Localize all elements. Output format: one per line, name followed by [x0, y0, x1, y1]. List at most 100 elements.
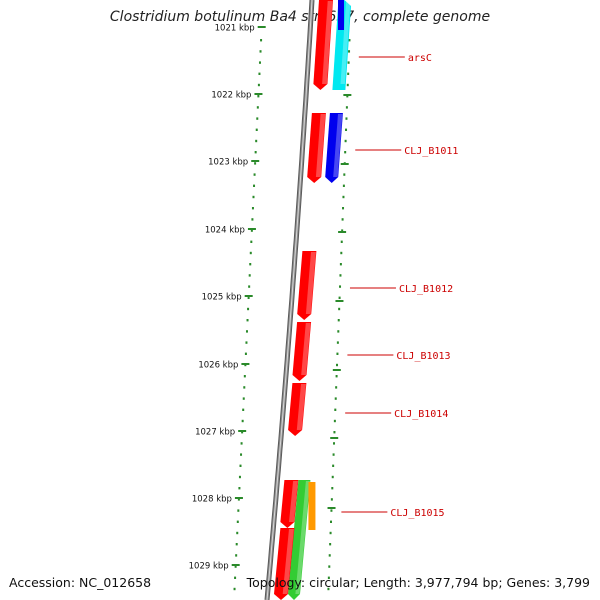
ruler-minor-tick	[244, 352, 247, 355]
gene-CLJ_B1015-red	[280, 480, 299, 528]
outer-minor-tick	[338, 307, 341, 311]
outer-minor-tick	[327, 587, 330, 591]
genome-stats-text: Topology: circular; Length: 3,977,794 bp…	[246, 575, 590, 590]
ruler-minor-tick	[253, 173, 256, 176]
ruler-minor-tick	[249, 251, 252, 255]
gene-CLJ_B1011-blue-shade	[333, 114, 343, 177]
outer-minor-tick	[342, 207, 345, 210]
ruler-minor-tick	[250, 240, 253, 243]
outer-minor-tick	[333, 419, 336, 423]
accession-text: Accession: NC_012658	[9, 575, 152, 590]
outer-minor-tick	[334, 397, 337, 400]
outer-minor-tick	[331, 487, 334, 490]
outer-minor-tick	[341, 218, 344, 221]
ruler-major-tick	[241, 363, 250, 365]
ruler-label: 1022 kbp	[211, 91, 251, 101]
ruler-minor-tick	[258, 61, 261, 64]
gene-cyan-feature-shade	[340, 1, 351, 84]
ruler-major-tick	[234, 497, 243, 499]
outer-minor-tick	[346, 95, 349, 98]
gene-CLJ_B1011-red-shade	[315, 114, 326, 177]
gene-features	[274, 0, 351, 600]
outer-minor-tick	[334, 408, 337, 411]
gene-label: arsC	[408, 53, 432, 64]
ruler-minor-tick	[258, 72, 261, 75]
ruler-minor-tick	[257, 83, 260, 87]
outer-minor-tick	[336, 352, 339, 355]
gene-arsC-region-shade	[322, 1, 333, 84]
ruler-minor-tick	[240, 453, 243, 456]
outer-minor-tick	[341, 229, 344, 232]
ruler-minor-tick	[249, 263, 252, 266]
outer-major-tick	[332, 369, 341, 371]
map-title: Clostridium botulinum Ba4 str. 657, comp…	[109, 9, 491, 25]
gene-label: CLJ_B1011	[404, 146, 458, 157]
gene-green-feature	[288, 480, 311, 600]
ruler-minor-tick	[241, 419, 244, 423]
outer-minor-tick	[335, 386, 338, 389]
ruler-minor-tick	[245, 330, 248, 333]
outer-major-tick	[327, 507, 336, 509]
outer-minor-tick	[346, 83, 349, 87]
ruler-major-tick	[257, 26, 266, 28]
outer-minor-tick	[348, 50, 351, 53]
ruler-minor-tick	[247, 296, 250, 299]
ruler-minor-tick	[238, 475, 241, 479]
gene-label: CLJ_B1012	[399, 284, 453, 295]
ruler-major-tick	[251, 160, 260, 162]
ruler-label: 1023 kbp	[208, 158, 248, 168]
gene-blue-stripe	[338, 0, 344, 30]
outer-minor-tick	[333, 431, 336, 434]
outer-minor-tick	[332, 464, 335, 467]
outer-minor-tick	[342, 195, 345, 199]
ruler-minor-tick	[248, 274, 251, 277]
ruler-minor-tick	[236, 531, 239, 535]
ruler-minor-tick	[251, 218, 254, 221]
ruler-minor-tick	[234, 576, 237, 579]
gene-green-feature-shade	[295, 481, 310, 594]
outer-major-tick	[343, 94, 352, 96]
outer-minor-tick	[344, 139, 347, 143]
ruler-minor-tick	[233, 587, 236, 591]
outer-minor-tick	[342, 184, 345, 187]
ruler-label: 1024 kbp	[205, 226, 245, 236]
ruler-major-tick	[254, 93, 263, 95]
ruler-minor-tick	[255, 128, 258, 131]
outer-minor-tick	[345, 117, 348, 120]
gene-CLJ_B1012-shade	[305, 252, 316, 314]
outer-minor-tick	[336, 341, 339, 344]
gene-CLJ_B1014	[288, 383, 307, 436]
gene-label: CLJ_B1013	[396, 351, 450, 362]
ruler-minor-tick	[238, 487, 241, 490]
ruler-minor-tick	[239, 464, 242, 467]
outer-minor-tick	[343, 173, 346, 176]
outer-major-tick	[338, 231, 347, 233]
outer-minor-tick	[345, 128, 348, 131]
ruler-minor-tick	[234, 565, 237, 568]
outer-minor-tick	[330, 520, 333, 523]
ruler-label: 1025 kbp	[202, 293, 242, 303]
ruler-minor-tick	[235, 554, 238, 557]
outer-minor-tick	[339, 285, 342, 288]
ruler-minor-tick	[243, 386, 246, 389]
outer-minor-ticks	[327, 39, 351, 591]
ruler-minor-tick	[242, 408, 245, 411]
ruler-minor-tick	[245, 341, 248, 344]
outer-minor-tick	[344, 151, 347, 154]
ruler-minor-tick	[252, 195, 255, 199]
outer-major-tick	[330, 437, 339, 439]
outer-minor-tick	[331, 475, 334, 479]
ruler-label: 1027 kbp	[195, 428, 235, 438]
ruler-major-tick	[231, 564, 240, 566]
outer-minor-tick	[328, 554, 331, 557]
backbone-highlight	[266, 0, 313, 600]
outer-minor-tick	[330, 509, 333, 512]
ruler-minor-tick	[243, 375, 246, 378]
ruler-minor-tick	[254, 151, 257, 154]
ruler-minor-tick	[257, 95, 260, 98]
ruler-minor-tick	[236, 520, 239, 523]
outer-minor-tick	[338, 296, 341, 299]
outer-minor-tick	[327, 576, 330, 579]
gene-CLJ_B1013	[292, 322, 312, 381]
